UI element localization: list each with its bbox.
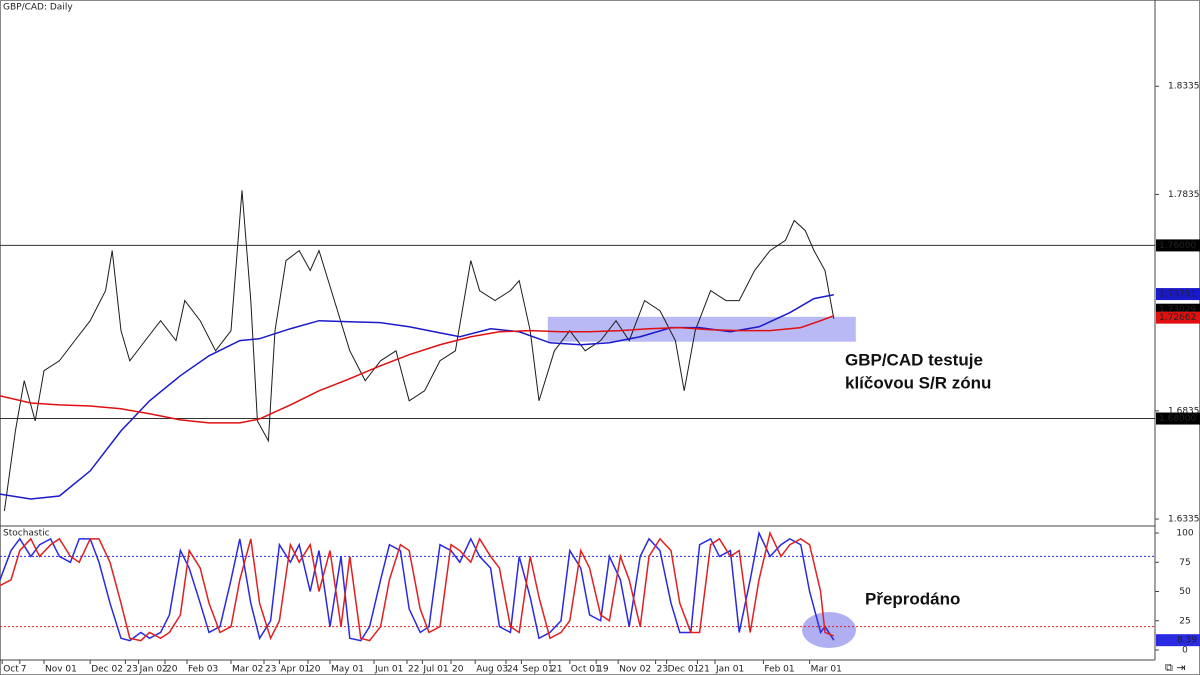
x-tick-label: 22: [408, 665, 419, 675]
value-tag-label: 8.39: [1177, 636, 1197, 646]
oversold-highlight: [802, 612, 856, 648]
x-tick-label: Oct 01: [571, 665, 601, 675]
y-tick-label: 0: [1182, 646, 1188, 656]
y-tick-label: 75: [1179, 558, 1190, 568]
annotation: klíčovou S/R zónu: [845, 373, 991, 392]
icons[interactable]: ⧉ ⇥: [1165, 661, 1186, 674]
x-tick-label: 19: [597, 665, 609, 675]
x-tick-label: Nov 01: [45, 665, 77, 675]
price-tag-label: 1.73029: [1159, 305, 1196, 315]
annotation: Přeprodáno: [865, 589, 960, 608]
x-tick-label: 20: [452, 665, 464, 675]
x-tick-label: Dec 02: [91, 665, 123, 675]
x-tick-label: 20: [309, 665, 321, 675]
y-tick-label: 1.63355: [1168, 515, 1200, 525]
y-tick-label: 25: [1179, 616, 1190, 626]
price-tag-label: 1.68000: [1159, 414, 1196, 424]
y-tick-label: 50: [1179, 587, 1191, 597]
x-tick-label: 21: [551, 665, 562, 675]
y-tick-label: 1.78355: [1168, 190, 1200, 200]
x-tick-label: Jun 01: [374, 665, 403, 675]
series-line: [0, 294, 834, 500]
x-tick-label: 23: [657, 665, 668, 675]
x-tick-label: Dec 01: [668, 665, 700, 675]
y-tick-label: 1.83355: [1168, 82, 1200, 92]
series-line: [0, 530, 835, 642]
price-tag: [1156, 288, 1200, 301]
series-line: [0, 315, 835, 424]
x-tick-label: Sep 01: [522, 665, 553, 675]
x-tick-label: Jul 01: [422, 665, 448, 675]
x-tick-label: 23: [265, 665, 276, 675]
x-tick-label: Feb 03: [188, 665, 218, 675]
series-line: [0, 530, 835, 642]
x-tick-label: Jan 01: [715, 665, 744, 675]
price-tag-label: 1.73751: [1159, 290, 1196, 300]
x-tick-label: Aug 03: [476, 665, 508, 675]
x-tick-label: Mar 01: [811, 665, 842, 675]
indicator-title: Stochastic: [3, 529, 50, 539]
price-tag: [1156, 239, 1200, 252]
y-tick-label: 1.68355: [1168, 406, 1200, 416]
x-tick-label: Apr 01: [280, 665, 310, 675]
x-tick-label: 21: [698, 665, 709, 675]
price-tag-label: 1.76000: [1159, 241, 1196, 251]
x-tick-label: Jan 02: [139, 665, 168, 675]
y-tick-label: 100: [1176, 529, 1193, 539]
x-tick-label: 20: [166, 665, 178, 675]
plot-layer: [0, 190, 1155, 642]
x-tick-label: 7: [21, 665, 27, 675]
x-tick-label: Oct: [3, 665, 19, 675]
chart-title: GBP/CAD: Daily: [3, 3, 73, 13]
price-tag: [1156, 412, 1200, 425]
price-tag-label: 1.72662: [1159, 313, 1196, 323]
x-tick-label: 24: [507, 665, 519, 675]
x-tick-label: Nov 02: [619, 665, 651, 675]
x-tick-label: 23: [126, 665, 137, 675]
annotation: GBP/CAD testuje: [845, 350, 983, 369]
x-tick-label: May 01: [331, 665, 364, 675]
x-tick-label: Feb 01: [764, 665, 794, 675]
value-tag: [1156, 634, 1200, 647]
x-tick-label: Mar 02: [232, 665, 263, 675]
price-tag: [1156, 311, 1200, 324]
series-line: [3, 190, 835, 512]
